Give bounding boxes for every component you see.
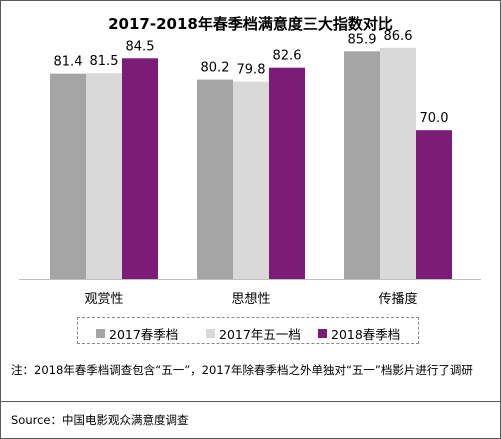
- divider-line: [1, 401, 500, 402]
- bar-chart: 81.4 81.5 84.5 80.2 79.8 82.6 85.9 86.6 70.0 观赏性…: [19, 29, 481, 307]
- category-labels-group: 观赏性 思想性 传播度: [84, 291, 417, 307]
- bar-1-2: [269, 67, 305, 279]
- legend-label-2017-mayday: 2017年五一档: [219, 327, 301, 342]
- legend-swatch-2017-spring: [96, 329, 105, 338]
- bar-1-0: [197, 79, 233, 279]
- legend-label-2018-spring: 2018春季档: [331, 327, 401, 342]
- value-labels-group: 81.4 81.5 84.5 80.2 79.8 82.6 85.9 86.6 70.0: [54, 29, 449, 126]
- value-label-2-0: 85.9: [348, 32, 377, 47]
- value-label-0-1: 81.5: [90, 54, 119, 69]
- bar-2-1: [380, 47, 416, 279]
- bar-2-2: [416, 130, 452, 279]
- chart-source: Source：中国电影观众满意度调查: [11, 413, 189, 427]
- chart-note: 注：2018年春季档调查包含“五一”，2017年除春季档之外单独对“五一”档影片…: [11, 363, 473, 377]
- legend-swatch-2018-spring: [318, 329, 327, 338]
- legend: 2017春季档 2017年五一档 2018春季档: [77, 317, 419, 344]
- legend-item-2018-spring: 2018春季档: [318, 324, 400, 343]
- bar-1-1: [233, 81, 269, 279]
- legend-item-2017-spring: 2017春季档: [96, 324, 178, 343]
- bar-0-0: [50, 73, 86, 279]
- category-label-0: 观赏性: [84, 292, 123, 307]
- bars-group: [50, 47, 452, 279]
- category-label-2: 传播度: [378, 291, 417, 307]
- category-label-1: 思想性: [231, 291, 270, 307]
- legend-item-2017-mayday: 2017年五一档: [206, 324, 301, 343]
- value-label-1-0: 80.2: [201, 61, 230, 76]
- bar-2-0: [344, 51, 380, 279]
- value-label-2-2: 70.0: [420, 111, 449, 126]
- value-label-2-1: 86.6: [384, 29, 413, 44]
- bar-0-2: [122, 58, 158, 279]
- value-label-0-2: 84.5: [126, 39, 155, 54]
- value-label-1-2: 82.6: [273, 49, 302, 64]
- bar-0-1: [86, 73, 122, 279]
- legend-label-2017-spring: 2017春季档: [109, 327, 179, 342]
- chart-title: 2017-2018年春季档满意度三大指数对比: [108, 15, 393, 33]
- value-label-1-1: 79.8: [237, 63, 266, 78]
- legend-swatch-2017-mayday: [206, 329, 215, 338]
- value-label-0-0: 81.4: [54, 55, 83, 70]
